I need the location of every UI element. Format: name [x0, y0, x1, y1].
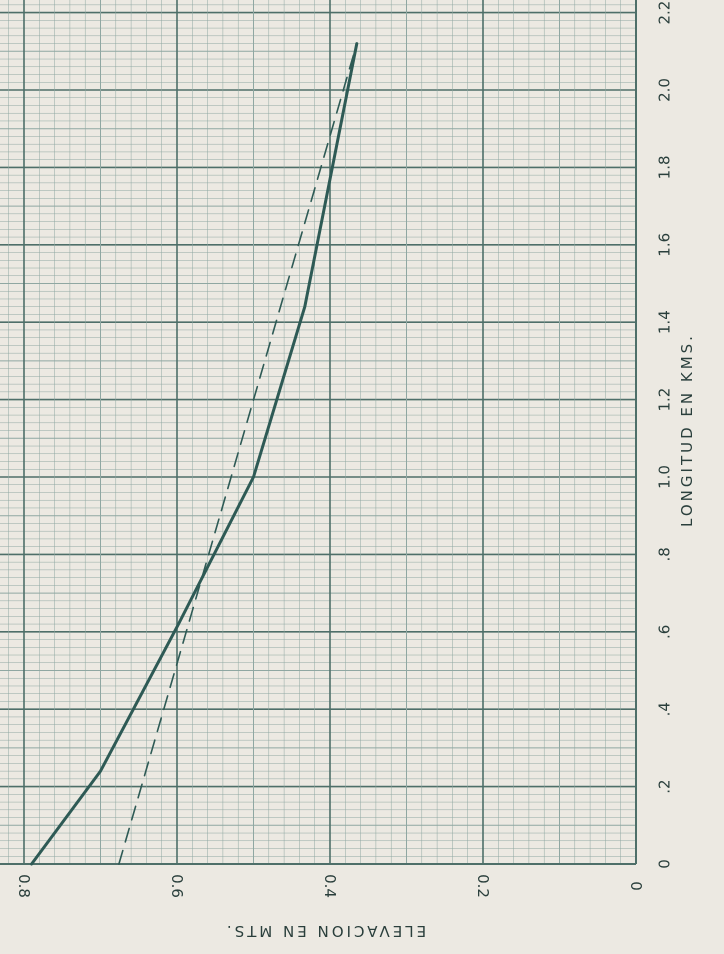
series-line-dashed [118, 42, 358, 865]
series-line-solid [30, 42, 359, 866]
x-tick-label: .8 [655, 547, 673, 561]
x-tick-label: 0 [655, 859, 673, 869]
series-group [30, 42, 359, 866]
x-tick-label: 1.2 [655, 388, 673, 412]
x-tick-label: 2.0 [655, 78, 673, 102]
x-tick-label: .4 [655, 702, 673, 716]
y-tick-label: 0.2 [474, 874, 492, 898]
y-tick-label: 0.6 [168, 874, 186, 898]
y-tick-labels: 0 0.2 0.4 0.6 0.8 [15, 874, 645, 898]
x-tick-label: 1.4 [655, 310, 673, 334]
y-tick-label: 0.8 [15, 874, 33, 898]
x-tick-label: 1.0 [655, 465, 673, 489]
y-tick-label: 0 [627, 881, 645, 891]
x-tick-label: .2 [655, 779, 673, 793]
y-tick-label: 0.4 [321, 874, 339, 898]
y-axis-label: ELEVACION EN MTS. [224, 922, 426, 940]
x-tick-label: 2.2 [655, 1, 673, 25]
x-tick-label: 1.8 [655, 155, 673, 179]
x-axis-label: LONGITUD EN KMS. [678, 333, 696, 527]
x-tick-label: .6 [655, 625, 673, 639]
x-tick-label: 1.6 [655, 233, 673, 257]
x-tick-labels: 0 .2 .4 .6 .8 1.0 1.2 1.4 1.6 1.8 2.0 2.2 [655, 1, 673, 869]
